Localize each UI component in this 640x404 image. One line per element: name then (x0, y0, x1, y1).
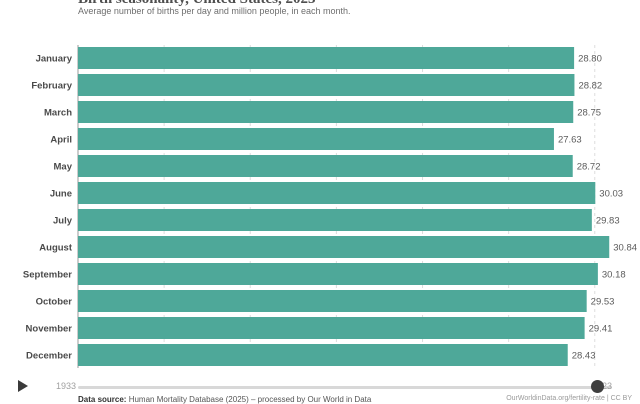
bar-april[interactable] (78, 128, 554, 150)
category-label: October (36, 297, 73, 308)
bar-july[interactable] (78, 209, 592, 231)
category-label: September (23, 270, 72, 281)
bar-january[interactable] (78, 47, 575, 69)
play-icon (18, 380, 28, 392)
bar-june[interactable] (78, 182, 596, 204)
category-label: March (44, 108, 72, 119)
value-label: 28.72 (577, 162, 601, 173)
value-label: 29.41 (589, 324, 613, 335)
footer-credit: OurWorldinData.org/fertility-rate | CC B… (506, 395, 632, 402)
category-label: February (31, 81, 72, 92)
bar-october[interactable] (78, 290, 587, 312)
category-label: May (54, 162, 73, 173)
bar-march[interactable] (78, 101, 574, 123)
bar-september[interactable] (78, 263, 598, 285)
category-label: June (50, 189, 72, 200)
grid-lines (77, 45, 596, 368)
timeline-slider[interactable]: 1933 2023 (56, 380, 612, 394)
category-label: January (36, 54, 73, 65)
bar-chart: January 28.80 February 28.82 March 28.75 April… (23, 45, 637, 368)
chart-subtitle: Average number of births per day and mil… (78, 6, 351, 16)
value-label: 28.82 (578, 81, 602, 92)
category-label: December (26, 351, 72, 362)
category-label: July (53, 216, 73, 227)
play-button[interactable] (14, 377, 32, 395)
value-label: 28.80 (578, 54, 602, 65)
value-label: 27.63 (558, 135, 582, 146)
bars: January 28.80 February 28.82 March 28.75 April… (23, 47, 637, 366)
value-label: 30.84 (613, 243, 637, 254)
category-label: April (50, 135, 72, 146)
category-label: November (26, 324, 73, 335)
value-label: 30.03 (599, 189, 623, 200)
bar-august[interactable] (78, 236, 610, 258)
value-label: 29.53 (591, 297, 615, 308)
value-label: 28.43 (572, 351, 596, 362)
bar-february[interactable] (78, 74, 575, 96)
value-label: 29.83 (596, 216, 620, 227)
category-label: August (39, 243, 73, 254)
bar-may[interactable] (78, 155, 573, 177)
bar-december[interactable] (78, 344, 568, 366)
timeline-track[interactable] (78, 386, 612, 389)
timeline-handle[interactable] (591, 380, 604, 393)
value-label: 30.18 (602, 270, 626, 281)
timeline-start-label: 1933 (56, 381, 77, 391)
bar-november[interactable] (78, 317, 585, 339)
value-label: 28.75 (577, 108, 601, 119)
chart-title: Birth seasonality, United States, 2023 (78, 0, 316, 8)
